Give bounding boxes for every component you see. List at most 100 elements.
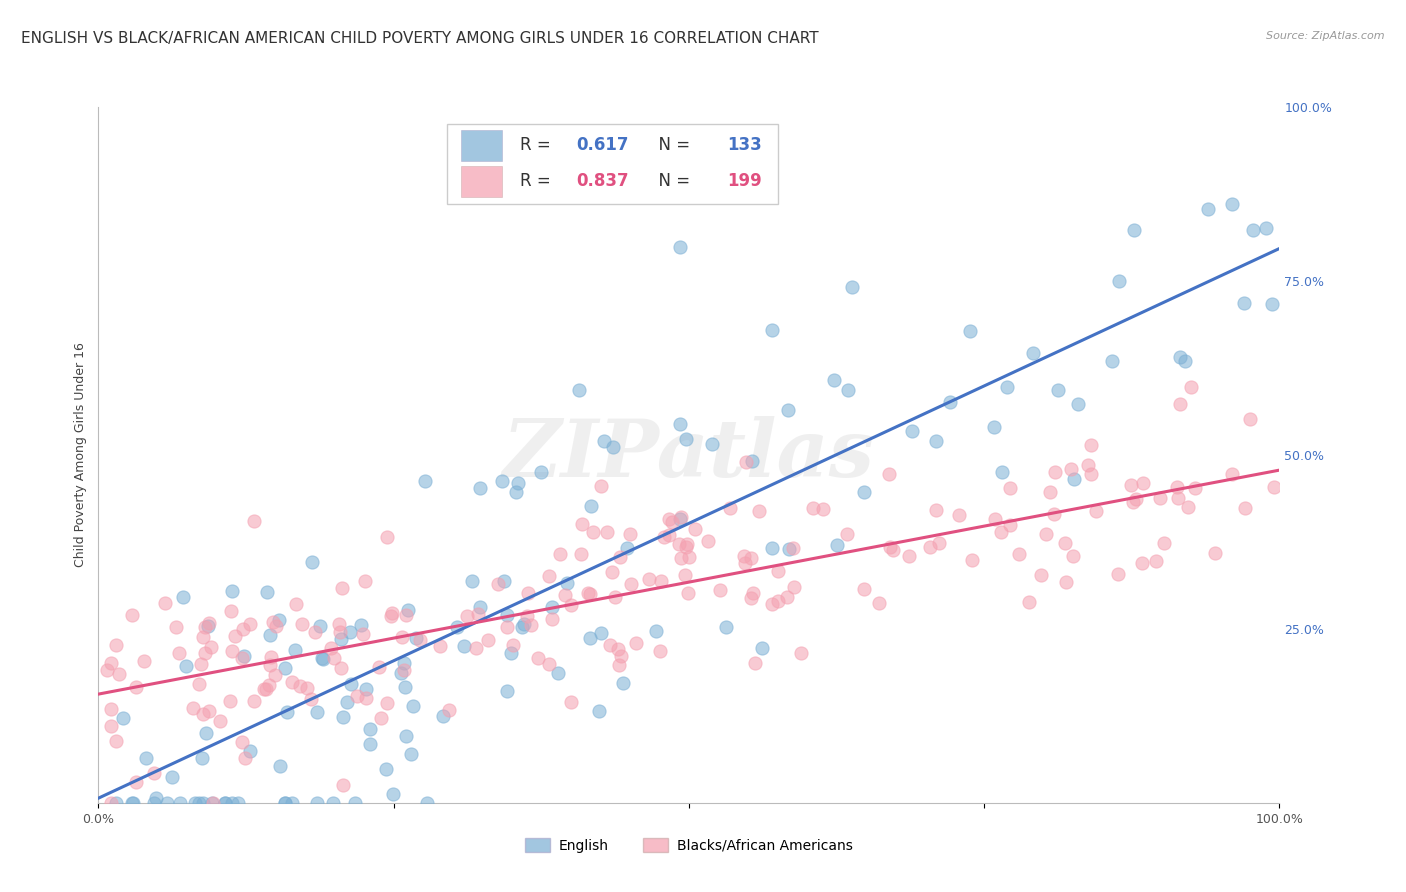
Point <box>197 704 219 718</box>
Point <box>221 643 243 657</box>
Text: Source: ZipAtlas.com: Source: ZipAtlas.com <box>1267 31 1385 41</box>
Point <box>259 628 281 642</box>
Text: 133: 133 <box>727 136 762 154</box>
Point <box>1184 482 1206 496</box>
Point <box>156 796 179 810</box>
Point <box>607 657 630 672</box>
Point <box>276 705 298 719</box>
Point <box>281 796 304 810</box>
Point <box>519 618 541 632</box>
Point <box>382 787 405 801</box>
Point <box>1233 296 1256 310</box>
Point <box>188 796 211 810</box>
Point <box>537 569 560 583</box>
Point <box>673 568 696 582</box>
Point <box>201 796 224 810</box>
Point <box>1029 568 1052 582</box>
Point <box>105 796 128 810</box>
Point <box>468 481 491 495</box>
Point <box>304 624 326 639</box>
Point <box>486 577 509 591</box>
Point <box>1035 527 1057 541</box>
Point <box>239 744 262 758</box>
Point <box>1168 397 1191 411</box>
Point <box>783 580 806 594</box>
Point <box>112 711 135 725</box>
Point <box>391 630 413 644</box>
Point <box>233 750 256 764</box>
Point <box>1263 480 1285 494</box>
Point <box>1166 480 1188 494</box>
Point <box>301 556 323 570</box>
Point <box>193 706 215 721</box>
Point <box>567 383 589 397</box>
Point <box>734 556 756 570</box>
Point <box>579 499 602 513</box>
Point <box>537 657 560 671</box>
Point <box>668 417 690 432</box>
Point <box>121 796 143 810</box>
Point <box>121 796 143 810</box>
Point <box>375 696 398 710</box>
Point <box>309 619 332 633</box>
Point <box>811 502 834 516</box>
Point <box>626 636 648 650</box>
Point <box>1007 547 1029 561</box>
Point <box>675 432 697 446</box>
Point <box>190 657 212 672</box>
Point <box>405 631 427 645</box>
Point <box>350 617 373 632</box>
Point <box>231 651 253 665</box>
Point <box>1220 467 1243 481</box>
Point <box>579 587 602 601</box>
Point <box>162 770 184 784</box>
Point <box>380 609 402 624</box>
Point <box>823 373 845 387</box>
Point <box>368 660 391 674</box>
Point <box>231 735 253 749</box>
Point <box>676 585 699 599</box>
Point <box>456 609 478 624</box>
Point <box>1149 491 1171 505</box>
Point <box>901 424 924 438</box>
Point <box>312 651 335 665</box>
Y-axis label: Child Poverty Among Girls Under 16: Child Poverty Among Girls Under 16 <box>75 343 87 567</box>
Point <box>709 583 731 598</box>
Point <box>650 644 672 658</box>
Point <box>1144 554 1167 568</box>
Point <box>461 574 484 588</box>
Point <box>409 633 432 648</box>
Point <box>548 547 571 561</box>
Point <box>197 619 219 633</box>
Point <box>733 549 755 564</box>
Text: R =: R = <box>520 172 555 191</box>
Point <box>658 527 681 541</box>
Point <box>100 796 122 810</box>
Point <box>877 467 900 481</box>
Point <box>1053 536 1076 550</box>
Point <box>195 725 218 739</box>
Point <box>638 572 661 586</box>
Point <box>744 656 766 670</box>
FancyBboxPatch shape <box>447 124 778 204</box>
Point <box>429 639 451 653</box>
Point <box>1122 223 1144 237</box>
Point <box>602 440 624 454</box>
Point <box>571 517 593 532</box>
Text: 199: 199 <box>727 172 762 191</box>
Point <box>224 629 246 643</box>
Point <box>392 657 415 671</box>
Text: R =: R = <box>520 136 555 154</box>
Point <box>214 796 236 810</box>
Point <box>354 690 377 705</box>
Point <box>191 796 214 810</box>
Point <box>612 675 634 690</box>
Point <box>328 616 350 631</box>
Point <box>262 615 284 629</box>
Point <box>991 466 1014 480</box>
Point <box>499 646 522 660</box>
Point <box>959 324 981 338</box>
Point <box>1197 202 1219 217</box>
Point <box>201 796 224 810</box>
Point <box>254 681 277 696</box>
